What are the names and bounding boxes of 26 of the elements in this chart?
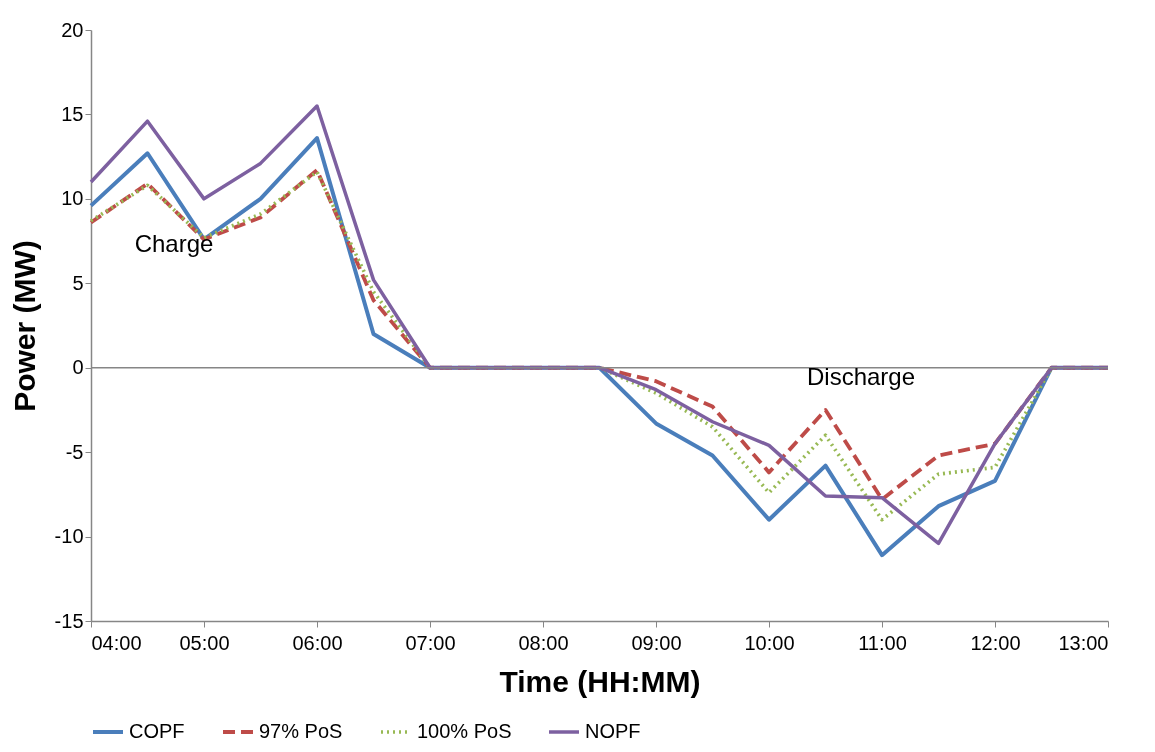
y-tick-label: 15	[61, 102, 84, 125]
x-tick-label: 12:00	[970, 631, 1021, 654]
y-tick-label: -5	[65, 440, 84, 463]
legend-label: 100% PoS	[417, 720, 512, 742]
annotation: Charge	[134, 229, 214, 257]
x-tick-label: 04:00	[91, 631, 142, 654]
x-tick-label: 08:00	[518, 631, 569, 654]
legend-label: NOPF	[585, 720, 641, 742]
y-axis-title: Power (MW)	[7, 240, 41, 412]
y-tick-label: -10	[54, 525, 84, 548]
annotation: Discharge	[806, 363, 916, 390]
x-tick-label: 10:00	[744, 631, 795, 654]
y-tick-label: -15	[54, 609, 84, 632]
x-tick-label: 13:00	[1058, 631, 1109, 654]
legend-label: 97% PoS	[259, 720, 343, 742]
x-tick-label: 09:00	[631, 631, 682, 654]
x-tick-label: 11:00	[858, 631, 907, 654]
x-tick-label: 05:00	[179, 631, 230, 654]
x-axis-title: Time (HH:MM)	[499, 664, 701, 698]
y-tick-label: 20	[61, 18, 84, 41]
legend-label: COPF	[129, 720, 185, 742]
x-tick-label: 06:00	[292, 631, 343, 654]
y-tick-label: 10	[61, 187, 84, 210]
x-tick-label: 07:00	[405, 631, 456, 654]
y-tick-label: 0	[72, 356, 84, 379]
y-tick-label: 5	[72, 271, 84, 294]
